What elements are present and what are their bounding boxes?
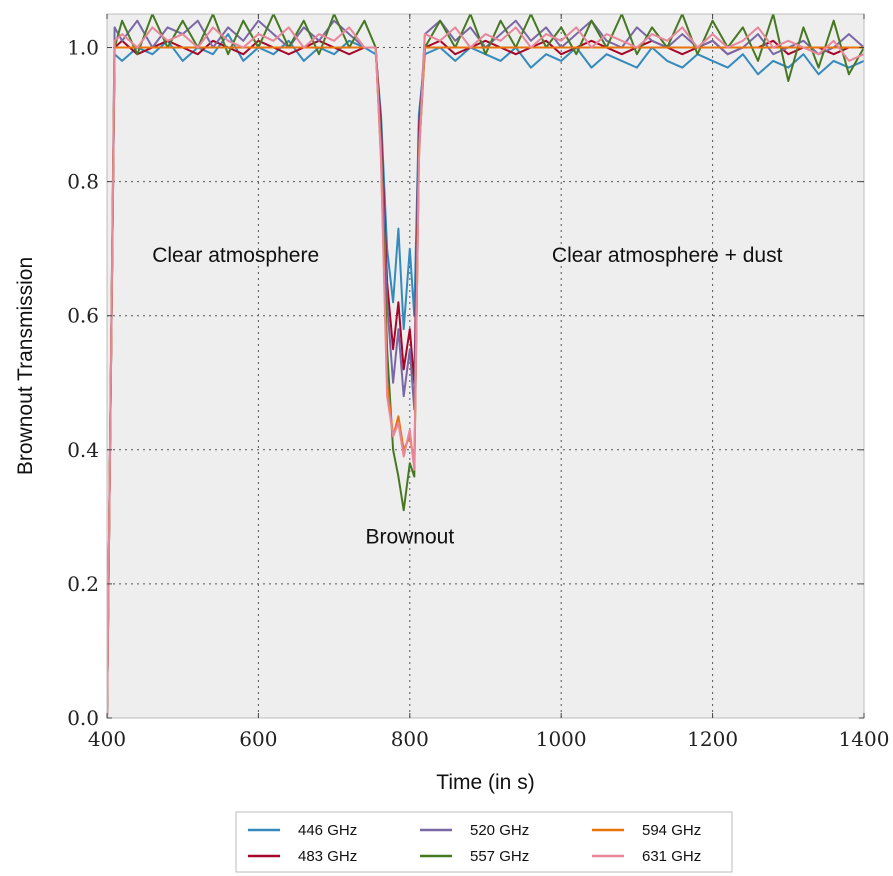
legend-label-0: 446 GHz — [298, 822, 357, 839]
legend-label-1: 483 GHz — [298, 848, 357, 865]
y-axis-ticks: 0.0 0.2 0.4 0.6 0.8 1.0 — [67, 36, 864, 730]
series-layer — [107, 14, 864, 718]
legend-label-3: 557 GHz — [470, 848, 529, 865]
x-tick-label-5: 1400 — [839, 727, 890, 751]
annotations: Clear atmosphere Brownout Clear atmosphere… — [152, 244, 782, 549]
x-tick-label-3: 1000 — [536, 727, 587, 751]
x-axis-ticks: 400 600 800 1000 1200 1400 — [88, 14, 890, 751]
y-tick-label-0: 0.0 — [67, 706, 99, 730]
y-tick-label-5: 1.0 — [67, 36, 99, 60]
x-tick-label-4: 1200 — [687, 727, 738, 751]
x-tick-label-0: 400 — [88, 727, 126, 751]
y-tick-label-4: 0.8 — [67, 170, 99, 194]
series-line-3 — [107, 14, 864, 718]
annotation-2: Clear atmosphere + dust — [552, 244, 783, 267]
y-tick-label-3: 0.6 — [67, 304, 99, 328]
legend: 446 GHz 483 GHz 520 GHz 557 GHz 594 GHz 631 G… — [235, 811, 733, 873]
x-axis-label: Time (in s) — [436, 771, 534, 794]
series-line-4 — [107, 46, 864, 718]
y-axis-label: Brownout Transmission — [14, 257, 37, 475]
legend-label-4: 594 GHz — [642, 822, 701, 839]
legend-label-5: 631 GHz — [642, 848, 701, 865]
plot-area — [107, 14, 864, 718]
legend-label-2: 520 GHz — [470, 822, 529, 839]
annotation-0: Clear atmosphere — [152, 244, 319, 267]
plot-frame — [106, 13, 865, 719]
x-tick-label-2: 800 — [391, 727, 429, 751]
annotation-1: Brownout — [365, 526, 454, 549]
y-tick-label-1: 0.2 — [67, 572, 99, 596]
x-tick-label-1: 600 — [239, 727, 277, 751]
legend-box — [235, 811, 733, 873]
y-tick-label-2: 0.4 — [67, 438, 99, 462]
series-line-5 — [107, 26, 864, 718]
